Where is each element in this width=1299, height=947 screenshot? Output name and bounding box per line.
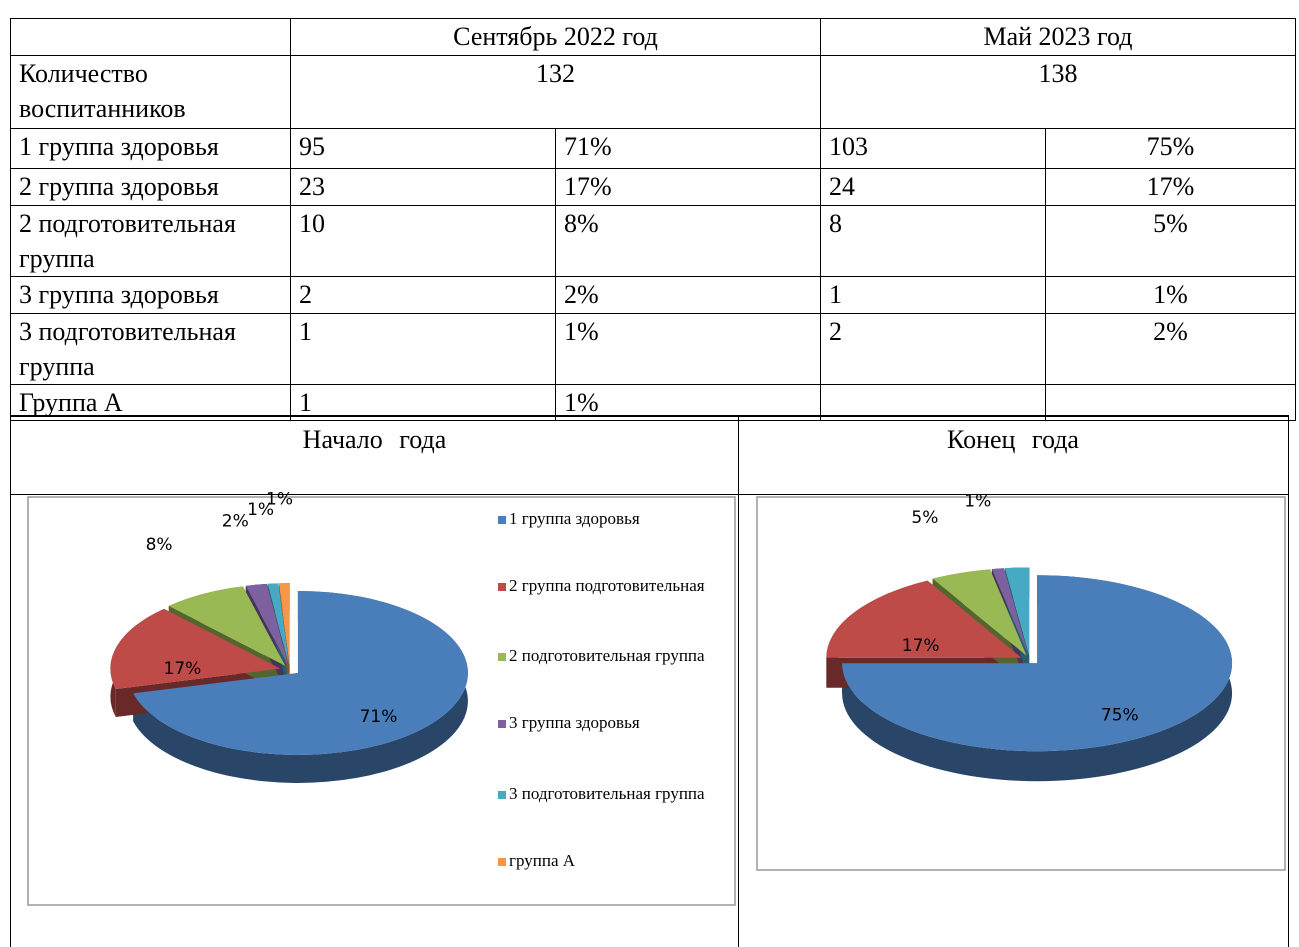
cell: 3 группа здоровья xyxy=(10,276,291,314)
cell: 1 xyxy=(290,384,556,421)
pie-slice xyxy=(168,586,286,666)
chart-frame xyxy=(756,496,1286,871)
cell: 8 xyxy=(820,205,1046,277)
chart-frame xyxy=(27,496,736,906)
legend-label: 3 группа здоровья xyxy=(509,713,640,732)
legend-swatch xyxy=(498,653,506,661)
cell: 1 xyxy=(820,276,1046,314)
table-row: Количество воспитанников 132 138 xyxy=(10,55,1297,129)
legend-item: группа А xyxy=(498,850,708,871)
data-table: Сентябрь 2022 год Май 2023 год Количеств… xyxy=(10,18,1297,421)
legend-item: 2 подготовительная группа xyxy=(498,645,708,666)
data-label: 71% xyxy=(360,707,398,727)
legend-label: группа А xyxy=(509,851,576,870)
cell: 2 группа здоровья xyxy=(10,168,291,206)
data-label: 17% xyxy=(902,636,940,656)
pie-slice xyxy=(932,569,1027,656)
cell: Группа А xyxy=(10,384,291,421)
cell: 3 подготовительная группа xyxy=(10,313,291,385)
table-row: 3 подготовительная группа 1 1% 2 2% xyxy=(10,313,1297,385)
data-label: 1% xyxy=(266,489,293,509)
cell: 8% xyxy=(555,205,821,277)
legend-swatch xyxy=(498,516,506,524)
legend-swatch xyxy=(498,583,506,591)
legend-label: 1 группа здоровья xyxy=(509,509,640,528)
legend-item: 3 группа здоровья xyxy=(498,712,708,733)
pie-slice xyxy=(991,568,1029,656)
section-title: Начало года xyxy=(11,417,738,495)
cell xyxy=(1044,384,1297,421)
data-label: 1% xyxy=(247,500,274,520)
cell: 2% xyxy=(555,276,821,314)
cell: 1% xyxy=(555,384,821,421)
legend-label: 3 подготовительная группа xyxy=(509,784,705,803)
data-label: 17% xyxy=(164,659,202,679)
cell: 1 xyxy=(290,313,556,385)
table-row: 2 подготовительная группа 10 8% 8 5% xyxy=(10,205,1297,277)
pie-slice xyxy=(826,580,1022,658)
legend-label: 2 подготовительная группа xyxy=(509,646,705,665)
section-title: Конец года xyxy=(738,417,1288,495)
cell: 5% xyxy=(1044,205,1297,277)
data-label: 2% xyxy=(222,512,249,532)
cell: 138 xyxy=(819,55,1297,129)
pie-slice xyxy=(110,608,281,690)
data-label: 5% xyxy=(911,508,938,528)
legend-item: 2 группа подготовительная xyxy=(498,575,708,596)
divider xyxy=(738,417,739,947)
pie-slice xyxy=(842,575,1233,752)
slice-side xyxy=(826,580,1022,688)
pie-slice xyxy=(133,590,468,755)
cell: 10 xyxy=(290,205,556,277)
legend-swatch xyxy=(498,791,506,799)
legend-swatch xyxy=(498,720,506,728)
pie-slice xyxy=(267,583,290,666)
table-row: 2 группа здоровья 23 17% 24 17% xyxy=(10,168,1297,206)
cell: Количество воспитанников xyxy=(10,55,291,129)
legend-swatch xyxy=(498,858,506,866)
legend-item: 1 группа здоровья xyxy=(498,508,708,529)
chart-section: Начало года Конец года xyxy=(10,415,1289,947)
data-label: 1% xyxy=(964,491,991,511)
pie-slice xyxy=(1004,567,1030,656)
cell: 1% xyxy=(1044,276,1297,314)
legend-label: 2 группа подготовительная xyxy=(509,576,705,595)
cell: 75% xyxy=(1044,128,1297,169)
pie-slice xyxy=(245,583,289,666)
legend-item: 3 подготовительная группа xyxy=(498,783,708,804)
cell: 1% xyxy=(555,313,821,385)
cell: 2% xyxy=(1044,313,1297,385)
cell: 2 подготовительная группа xyxy=(10,205,291,277)
cell: 103 xyxy=(820,128,1046,169)
pie-slice xyxy=(279,583,290,666)
table-row: Группа А 1 1% xyxy=(10,384,1297,421)
data-label: 8% xyxy=(146,535,173,555)
table-row: 3 группа здоровья 2 2% 1 1% xyxy=(10,276,1297,314)
data-label: 75% xyxy=(1101,706,1139,726)
